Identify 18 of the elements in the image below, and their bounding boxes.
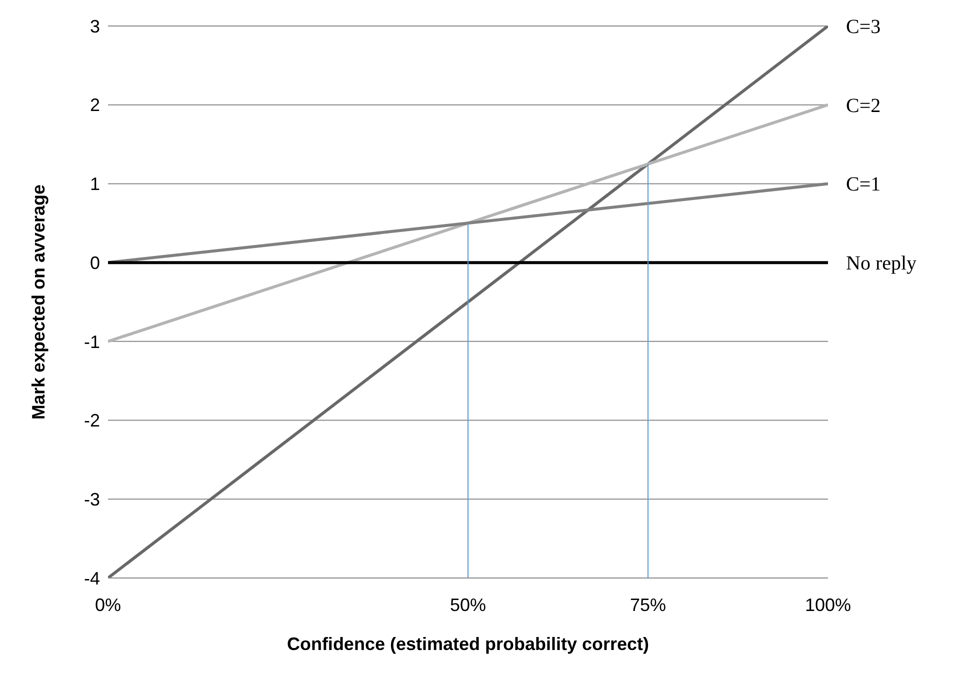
series-label: C=1 (846, 174, 881, 196)
y-tick-label: -1 (84, 332, 100, 352)
y-tick-label: 0 (90, 252, 100, 273)
x-axis-title: Confidence (estimated probability correct) (286, 634, 650, 654)
y-tick-label: 3 (90, 16, 100, 36)
y-tick-label: -3 (84, 490, 100, 510)
series-label: C=3 (846, 16, 881, 38)
y-tick-label: -2 (84, 410, 100, 431)
x-tick-label: 50% (450, 594, 486, 615)
x-tick-label: 0% (94, 594, 122, 615)
y-tick-label: -4 (84, 568, 100, 588)
y-axis-title: Mark expected on avverage (28, 184, 48, 420)
series-label: No reply (846, 252, 917, 275)
series-label: C=2 (846, 94, 881, 117)
x-tick-label: 75% (630, 594, 666, 615)
x-tick-label: 100% (804, 594, 852, 615)
y-tick-label: 1 (90, 174, 100, 194)
y-tick-label: 2 (90, 95, 100, 116)
